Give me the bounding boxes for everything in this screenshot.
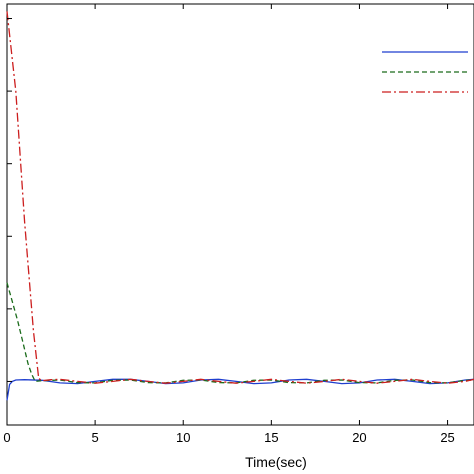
series-line-3 xyxy=(6,11,474,384)
x-tick-label-0: 0 xyxy=(3,430,10,445)
plot-area xyxy=(6,3,474,426)
ticks-layer: 0 5 10 15 20 25 xyxy=(3,4,455,445)
series-line-1 xyxy=(6,378,474,401)
x-tick-label-5: 25 xyxy=(440,430,454,445)
x-tick-label-1: 5 xyxy=(91,430,98,445)
legend xyxy=(382,51,468,93)
x-tick-label-4: 20 xyxy=(352,430,366,445)
series-layer xyxy=(6,11,474,401)
series-line-2 xyxy=(6,282,474,384)
x-tick-label-3: 15 xyxy=(264,430,278,445)
x-tick-label-2: 10 xyxy=(176,430,190,445)
x-axis-label: Time(sec) xyxy=(245,454,307,470)
